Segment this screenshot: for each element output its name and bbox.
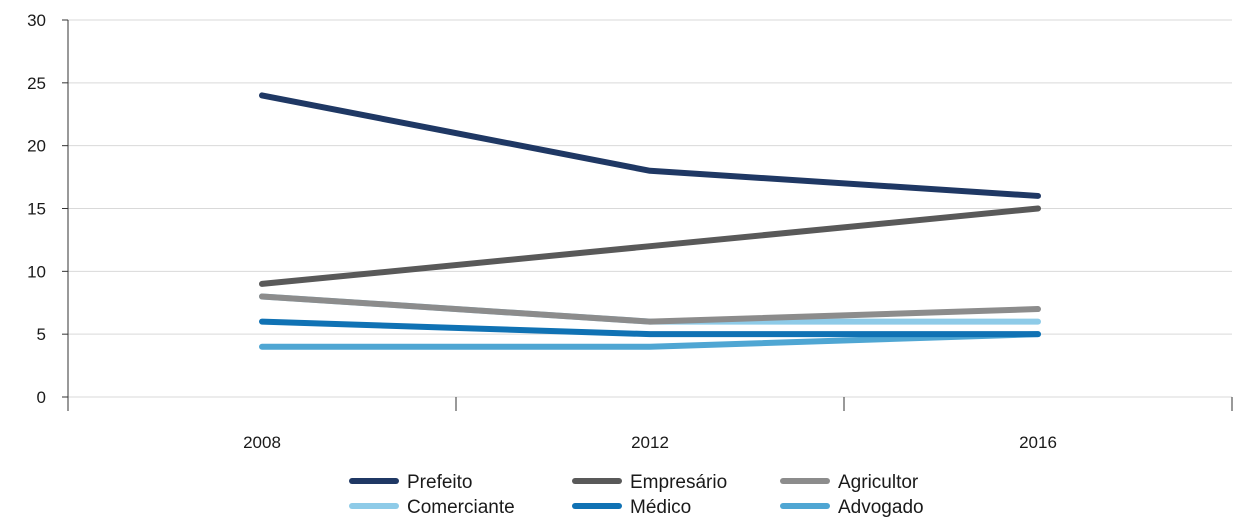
legend-label: Comerciante — [407, 497, 515, 517]
y-tick-label: 20 — [27, 137, 46, 156]
legend-label: Médico — [630, 497, 691, 517]
legend-label: Prefeito — [407, 472, 472, 493]
series-line-1 — [259, 205, 1041, 287]
legend-label: Empresário — [630, 472, 727, 493]
series-line-0 — [259, 92, 1041, 199]
x-tick-label: 2016 — [1019, 433, 1057, 452]
x-tick-label: 2008 — [243, 433, 281, 452]
series-line-5 — [259, 331, 1041, 350]
legend: Prefeito Empresário Agricultor Comerciante M… — [349, 472, 924, 517]
y-tick-label: 25 — [27, 74, 46, 93]
series-lines — [259, 92, 1041, 350]
legend-label: Agricultor — [838, 472, 919, 493]
gridlines — [68, 19, 1232, 398]
y-tick-label: 15 — [27, 200, 46, 219]
legend-label: Advogado — [838, 497, 924, 517]
series-line-2 — [259, 293, 1041, 325]
y-tick-label: 10 — [27, 262, 46, 281]
y-tick-label: 5 — [37, 325, 46, 344]
series-line-4 — [259, 318, 1041, 338]
axes: 0 5 10 15 20 25 30 2008 2012 2016 — [27, 11, 1233, 452]
series-line-3 — [259, 293, 1041, 325]
y-tick-label: 0 — [37, 388, 46, 407]
y-tick-label: 30 — [27, 11, 46, 30]
x-tick-label: 2012 — [631, 433, 669, 452]
